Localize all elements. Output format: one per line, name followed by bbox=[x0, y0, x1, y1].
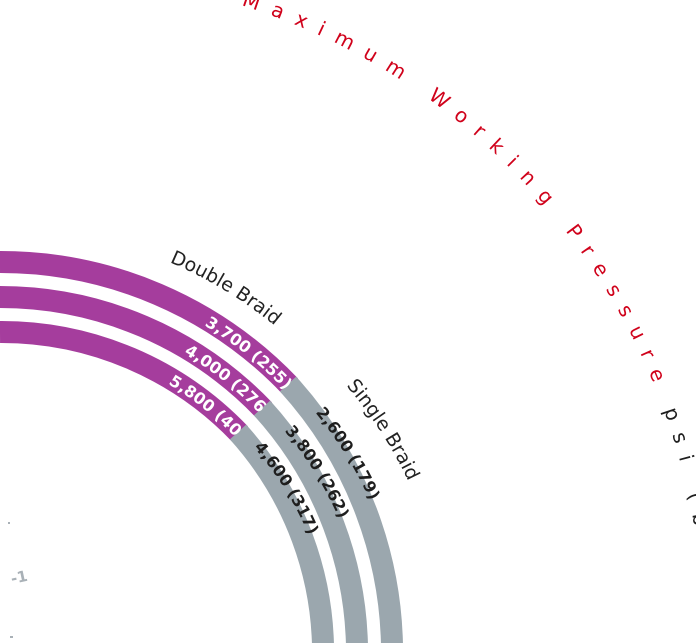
edge-tick-mark-lower bbox=[10, 636, 13, 638]
title-main: Maximum Working Pressure bbox=[240, 0, 676, 397]
edge-fragment-label: -1 bbox=[9, 567, 29, 588]
ring-3-double-segment bbox=[0, 320, 248, 442]
ring-3-single-segment bbox=[229, 424, 334, 643]
ring-2-single-segment bbox=[253, 400, 368, 643]
ring-2-double-segment bbox=[0, 286, 272, 418]
ring-1-single-segment bbox=[279, 376, 403, 643]
edge-tick-mark bbox=[8, 522, 10, 524]
title-unit: psi (bar) bbox=[659, 404, 696, 607]
ring-1-double-segment bbox=[0, 250, 298, 394]
